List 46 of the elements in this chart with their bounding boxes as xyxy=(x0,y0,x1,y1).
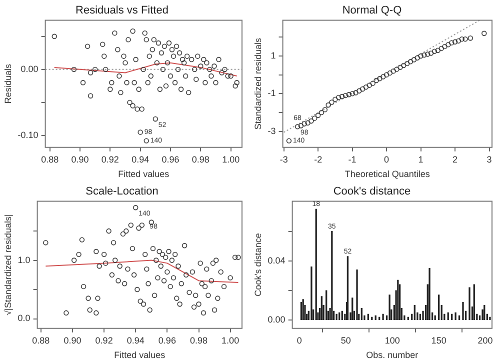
x-axis-title: Fitted values xyxy=(118,169,170,180)
x-tick-label: 0.92 xyxy=(95,335,113,346)
y-axis-title: Residuals xyxy=(2,64,13,104)
x-tick-label: 1.00 xyxy=(222,154,240,164)
x-axis-title: Obs. number xyxy=(366,350,418,360)
y-axis-title: Cook's distance xyxy=(252,233,263,296)
y-tick-label: -1 xyxy=(268,88,276,98)
x-tick-label: 0.98 xyxy=(190,335,208,346)
x-tick-label: -1 xyxy=(348,154,356,164)
x-tick-label: 0.88 xyxy=(41,154,59,164)
chart-title: Scale-Location xyxy=(86,186,158,198)
y-tick-label: 0.00 xyxy=(20,64,38,74)
x-tick-label: 150 xyxy=(431,335,446,346)
y-tick-label: 0.0 xyxy=(18,313,30,324)
y-tick-label: 1 xyxy=(270,50,276,60)
x-tick-label: 0.90 xyxy=(64,335,82,346)
y-tick-label: 1.0 xyxy=(18,254,30,265)
x-tick-label: 100 xyxy=(384,335,400,346)
x-tick-label: 200 xyxy=(478,335,493,346)
x-axis-title: Fitted values xyxy=(114,350,166,360)
x-tick-label: 0.88 xyxy=(32,335,50,346)
x-tick-label: 3 xyxy=(486,154,492,164)
x-tick-label: 0.96 xyxy=(158,335,176,346)
x-tick-label: 1.00 xyxy=(222,335,240,346)
chart-title: Residuals vs Fitted xyxy=(76,4,168,17)
x-tick-label: 0.92 xyxy=(101,154,119,164)
x-axis-title: Theoretical Quantiles xyxy=(344,169,430,180)
y-axis-title: Standardized residuals xyxy=(252,38,263,130)
y-axis-title: √|Standardized residuals| xyxy=(2,214,13,316)
chart-title: Normal Q-Q xyxy=(342,4,402,17)
x-tick-label: 2 xyxy=(452,154,458,164)
x-tick-label: 0.90 xyxy=(71,154,89,164)
x-tick-label: -2 xyxy=(314,154,322,164)
x-tick-label: 0 xyxy=(384,154,390,164)
chart-title: Cook's distance xyxy=(333,186,411,198)
y-tick-label: -0.10 xyxy=(18,130,38,140)
x-tick-label: 0.94 xyxy=(132,154,150,164)
y-tick-label: -3 xyxy=(268,126,276,136)
y-tick-label: 0.04 xyxy=(268,255,286,266)
x-tick-label: 1 xyxy=(418,154,424,164)
x-tick-label: 0.94 xyxy=(126,335,144,346)
y-tick-label: 0.00 xyxy=(268,314,286,325)
x-tick-label: 0.98 xyxy=(192,154,210,164)
x-tick-label: 50 xyxy=(340,335,351,346)
x-tick-label: 0 xyxy=(296,335,302,346)
x-tick-label: 0.96 xyxy=(162,154,180,164)
